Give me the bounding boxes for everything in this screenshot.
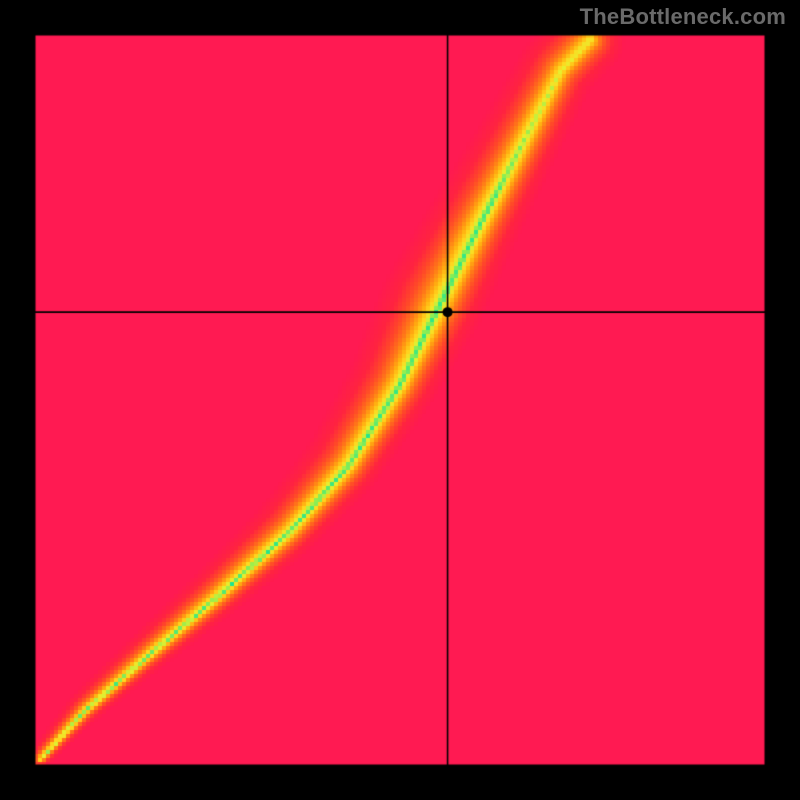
heatmap-canvas — [0, 0, 800, 800]
watermark-text: TheBottleneck.com — [580, 4, 786, 30]
chart-container: TheBottleneck.com — [0, 0, 800, 800]
